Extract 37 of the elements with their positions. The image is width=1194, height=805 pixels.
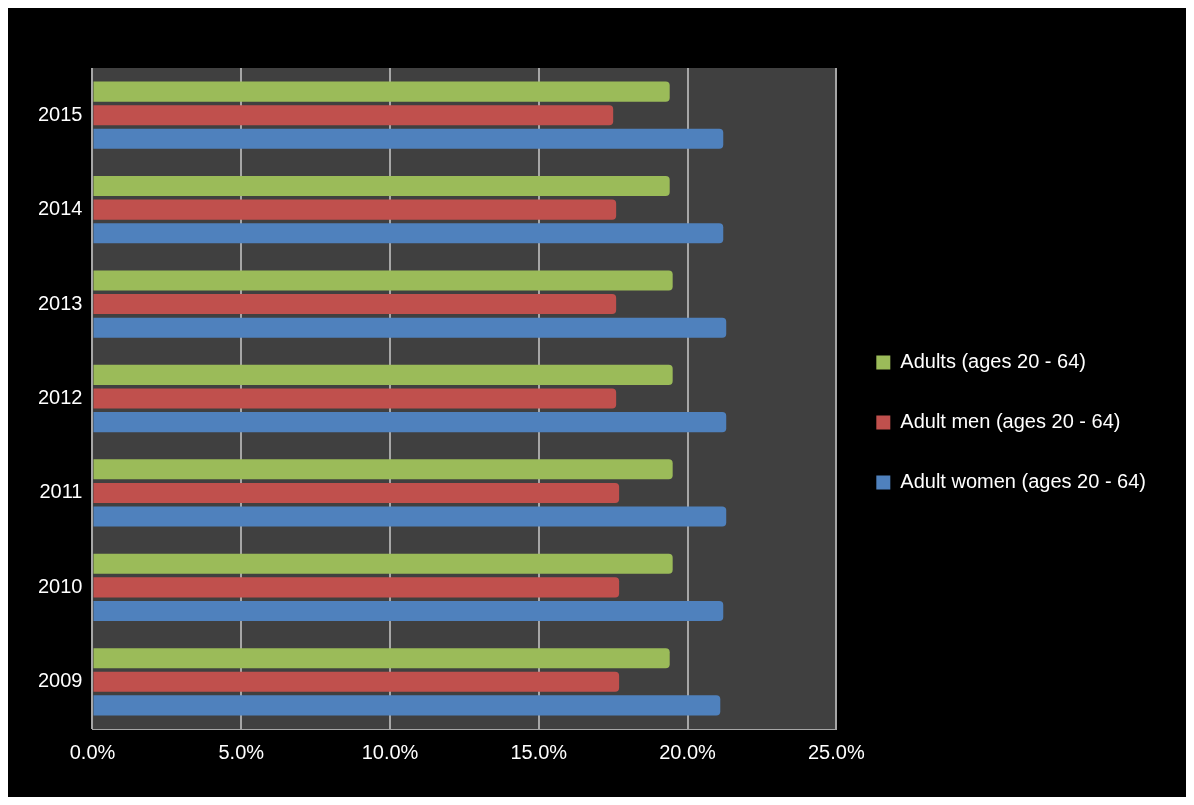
y-tick-label: 2011 [39,480,83,503]
x-tick-label: 15.0% [510,740,568,763]
bar [93,128,724,149]
bar [93,317,727,338]
y-tick-label: 2009 [37,669,83,692]
bar [93,695,721,716]
x-tick-label: 0.0% [69,740,116,763]
x-tick-label: 10.0% [361,740,419,763]
x-tick-label: 20.0% [659,740,717,763]
bar [93,388,617,409]
bar [93,199,617,220]
bar [93,482,620,503]
y-tick-label: 2013 [37,291,83,314]
x-tick-label: 25.0% [807,740,865,763]
bar [93,648,670,669]
bar [93,506,727,527]
bar [93,553,673,574]
y-tick-label: 2012 [37,386,83,409]
bar [93,459,673,480]
legend-label: Adult men (ages 20 - 64) [900,410,1121,433]
bar [93,577,620,598]
legend-label: Adult women (ages 20 - 64) [900,470,1146,493]
bar [93,671,620,692]
bar [93,81,670,102]
bar [93,105,614,126]
bar [93,176,670,197]
bar [93,364,673,385]
x-tick-label: 5.0% [218,740,265,763]
bar [93,294,617,315]
y-tick-label: 2014 [37,197,83,220]
y-tick-label: 2015 [37,102,83,125]
bar [93,223,724,244]
legend-label: Adults (ages 20 - 64) [900,350,1086,373]
bar [93,270,673,291]
bar [93,412,727,433]
bar [93,600,724,621]
y-tick-label: 2010 [37,574,83,597]
